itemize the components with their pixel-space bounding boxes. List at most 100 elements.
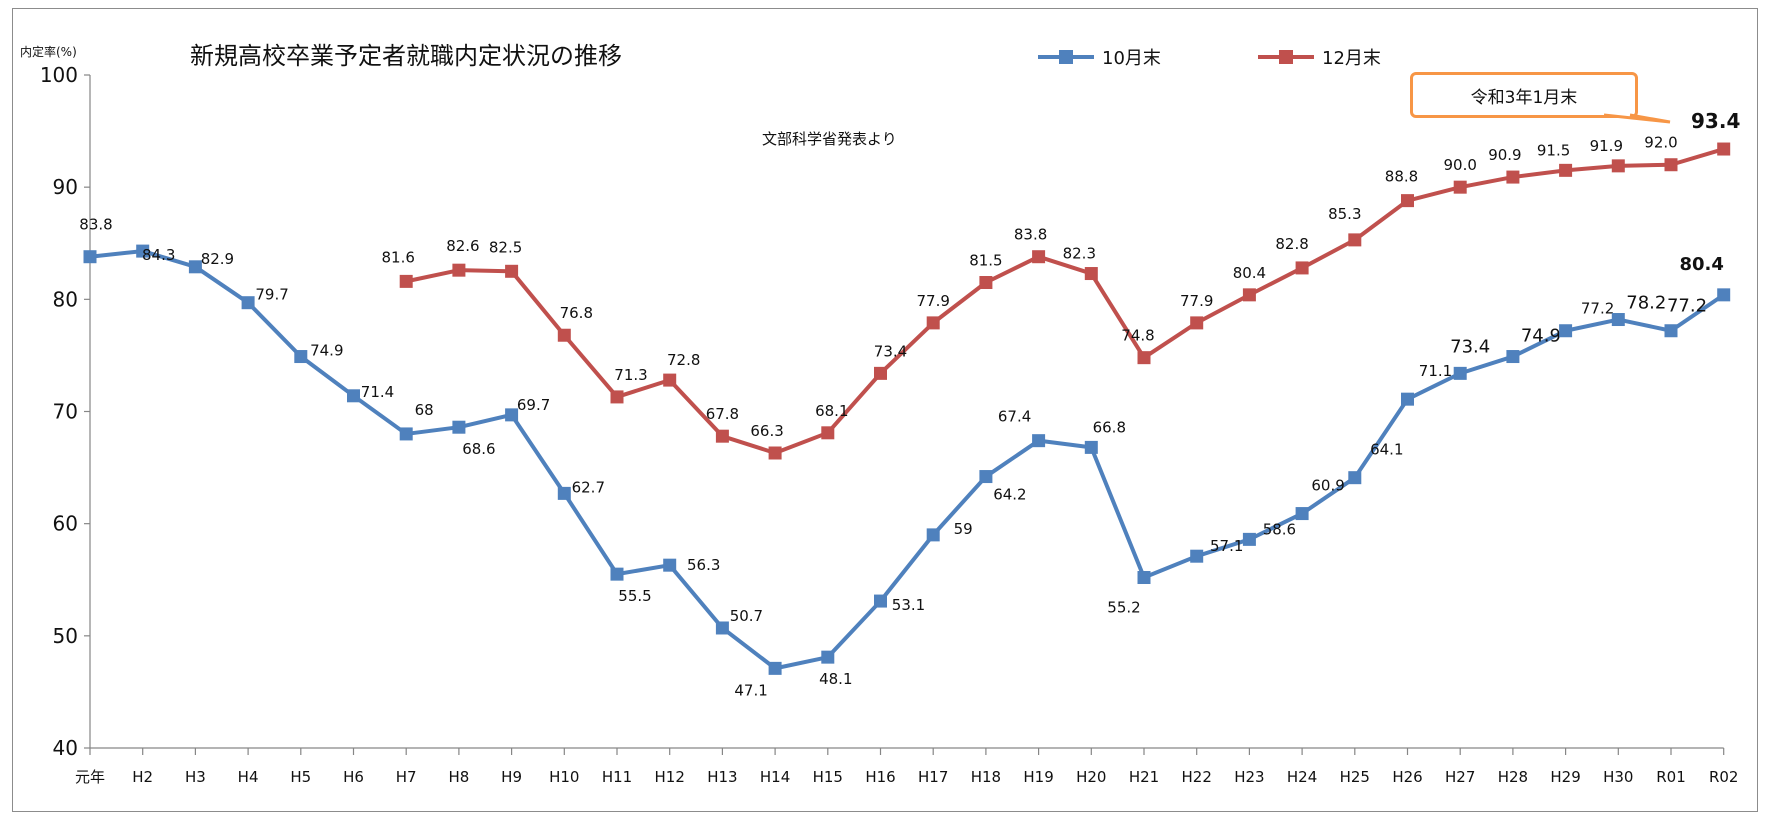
data-label-1: 83.8 <box>1014 226 1047 244</box>
data-point-1 <box>1190 316 1204 330</box>
x-tick-label: R01 <box>1656 768 1686 786</box>
data-label-0: 71.4 <box>361 383 394 401</box>
series-line-0 <box>89 249 1725 671</box>
x-tick-label: H20 <box>1076 768 1106 786</box>
data-label-0: 68 <box>415 401 434 419</box>
data-label-1: 90.0 <box>1443 156 1476 174</box>
data-point-1 <box>979 276 993 290</box>
x-tick-label: H5 <box>290 768 311 786</box>
y-tick-label: 60 <box>53 512 78 536</box>
x-tick-label: H15 <box>813 768 843 786</box>
data-point-0 <box>1295 507 1309 521</box>
data-point-1 <box>715 429 729 443</box>
data-label-0: 50.7 <box>730 607 763 625</box>
data-point-0 <box>452 420 466 434</box>
data-label-0: 74.9 <box>310 342 343 360</box>
data-point-1 <box>1506 170 1520 184</box>
data-point-1 <box>821 426 835 440</box>
data-point-0 <box>505 408 519 422</box>
x-tick-label: H8 <box>448 768 469 786</box>
data-label-0: 67.4 <box>998 408 1031 426</box>
legend-swatch-dec <box>1258 50 1314 64</box>
data-point-0 <box>926 528 940 542</box>
data-label-0: 59 <box>954 520 973 538</box>
data-point-1 <box>1084 267 1098 281</box>
y-tick-label: 80 <box>53 287 78 311</box>
x-tick-label: H18 <box>971 768 1001 786</box>
data-point-1 <box>1559 163 1573 177</box>
data-point-0 <box>715 621 729 635</box>
data-point-1 <box>768 446 782 460</box>
data-label-0: 73.4 <box>1450 336 1490 357</box>
data-label-0: 64.2 <box>993 486 1026 504</box>
data-point-1 <box>1242 288 1256 302</box>
data-label-0: 78.2 <box>1626 293 1666 314</box>
data-point-0 <box>241 296 255 310</box>
x-tick-label: H22 <box>1182 768 1212 786</box>
x-tick-label: H25 <box>1340 768 1370 786</box>
x-tick-label: H9 <box>501 768 522 786</box>
data-point-1 <box>452 263 466 277</box>
x-tick-label: H13 <box>707 768 737 786</box>
x-tick-label: R02 <box>1709 768 1739 786</box>
x-tick-label: H29 <box>1550 768 1580 786</box>
data-point-1 <box>663 373 677 387</box>
x-tick-label: H14 <box>760 768 790 786</box>
data-point-1 <box>1032 250 1046 264</box>
data-label-1: 74.8 <box>1121 327 1154 345</box>
data-label-0: 55.5 <box>618 587 651 605</box>
data-label-1: 71.3 <box>614 366 647 384</box>
data-label-1: 68.1 <box>815 402 848 420</box>
data-label-0: 58.6 <box>1263 520 1296 538</box>
x-tick-label: H6 <box>343 768 364 786</box>
data-label-1: 77.9 <box>1180 292 1213 310</box>
series-line-1 <box>405 147 1725 456</box>
data-label-1: 82.3 <box>1063 245 1096 263</box>
legend-swatch-oct <box>1038 50 1094 64</box>
data-point-0 <box>663 558 677 572</box>
data-point-0 <box>1348 471 1362 485</box>
data-point-1 <box>1348 233 1362 247</box>
x-tick-label: H2 <box>132 768 153 786</box>
data-point-0 <box>347 389 360 403</box>
data-label-0: 77.2 <box>1581 300 1614 318</box>
x-tick-label: H11 <box>602 768 632 786</box>
chart-title: 新規高校卒業予定者就職内定状況の推移 <box>190 42 622 70</box>
data-point-0 <box>136 244 150 258</box>
data-label-0: 55.2 <box>1107 599 1140 617</box>
x-tick-label: H24 <box>1287 768 1317 786</box>
legend-label-oct: 10月末 <box>1102 48 1161 69</box>
x-tick-label: H26 <box>1392 768 1422 786</box>
data-point-1 <box>1717 142 1731 156</box>
data-label-1: 67.8 <box>706 405 739 423</box>
x-tick-label: H7 <box>396 768 417 786</box>
data-label-1: 91.9 <box>1590 137 1623 155</box>
data-point-0 <box>1559 324 1573 338</box>
data-label-1: 76.8 <box>560 304 593 322</box>
data-point-0 <box>1137 571 1151 585</box>
data-point-0 <box>1242 532 1256 546</box>
data-label-1: 92.0 <box>1644 134 1677 152</box>
callout-box: 令和3年1月末 <box>1410 72 1638 118</box>
x-tick-label: H27 <box>1445 768 1475 786</box>
data-point-0 <box>1084 440 1098 454</box>
data-label-0: 69.7 <box>517 396 550 414</box>
x-tick-label: H4 <box>238 768 259 786</box>
data-point-0 <box>1664 324 1678 338</box>
data-point-1 <box>1611 159 1625 173</box>
data-label-0: 64.1 <box>1370 441 1403 459</box>
data-point-1 <box>1295 261 1309 275</box>
y-tick-label: 50 <box>53 624 78 648</box>
legend-item-dec: 12月末 <box>1258 44 1381 70</box>
x-tick-label: 元年 <box>75 768 105 786</box>
data-point-0 <box>188 260 202 274</box>
data-point-0 <box>610 567 624 581</box>
data-label-0: 74.9 <box>1521 326 1561 347</box>
data-point-0 <box>557 486 571 500</box>
data-label-0: 57.1 <box>1210 537 1243 555</box>
data-point-0 <box>1401 392 1414 406</box>
data-point-0 <box>83 250 97 264</box>
x-tick-label: H30 <box>1603 768 1633 786</box>
data-point-0 <box>821 650 835 664</box>
source-note: 文部科学省発表より <box>762 130 897 148</box>
